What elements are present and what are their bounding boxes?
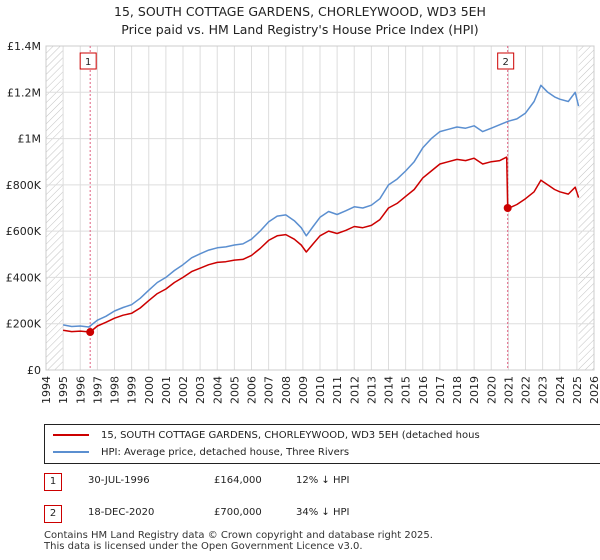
legend-hpi-label: HPI: Average price, detached house, Thre… — [101, 446, 350, 458]
transaction-number-badge: 1 — [44, 473, 62, 491]
x-tick-label: 2012 — [348, 376, 361, 404]
footer-licence: This data is licensed under the Open Gov… — [44, 541, 363, 552]
y-tick-label: £1.4M — [7, 40, 41, 53]
transaction-price: £164,000 — [214, 475, 262, 486]
x-tick-label: 2013 — [365, 376, 378, 404]
x-tick-label: 1999 — [126, 376, 139, 404]
legend-item-property: 15, SOUTH COTTAGE GARDENS, CHORLEYWOOD, … — [53, 427, 480, 443]
footer: Contains HM Land Registry data © Crown c… — [44, 530, 433, 552]
legend-item-hpi: HPI: Average price, detached house, Thre… — [53, 444, 349, 460]
x-tick-label: 2005 — [228, 376, 241, 404]
x-tick-label: 2002 — [177, 376, 190, 404]
x-tick-label: 2020 — [485, 376, 498, 404]
chart-subtitle: Price paid vs. HM Land Registry's House … — [121, 22, 479, 37]
y-tick-label: £200K — [6, 318, 42, 331]
x-tick-label: 2014 — [383, 376, 396, 404]
transaction-hpi-diff: 12% ↓ HPI — [296, 475, 350, 486]
x-tick-label: 2025 — [571, 376, 584, 404]
y-tick-label: £600K — [6, 225, 42, 238]
hatched-region — [46, 46, 64, 370]
x-tick-label: 2008 — [280, 376, 293, 404]
y-tick-label: £1.2M — [7, 86, 41, 99]
x-tick-label: 1997 — [91, 376, 104, 404]
x-tick-label: 2009 — [297, 376, 310, 404]
price-chart: £0 £200K £400K £600K £800K £1M £1.2M £1.4M 1994 1… — [6, 40, 600, 404]
footer-copyright: Contains HM Land Registry data © Crown c… — [44, 530, 433, 541]
x-tick-label: 2003 — [194, 376, 207, 404]
x-tick-label: 2018 — [451, 376, 464, 404]
property-line-swatch — [53, 434, 89, 436]
y-tick-label: £0 — [27, 364, 41, 377]
transaction-date: 30-JUL-1996 — [88, 475, 150, 486]
y-tick-label: £800K — [6, 179, 42, 192]
x-tick-label: 2000 — [143, 376, 156, 404]
sale-label: 2 — [503, 57, 509, 68]
x-tick-label: 2023 — [537, 376, 550, 404]
x-tick-label: 2011 — [331, 376, 344, 404]
hatched-region — [578, 46, 594, 370]
x-tick-label: 1994 — [40, 376, 53, 404]
sale-label-box — [497, 52, 515, 70]
x-tick-label: 2016 — [417, 376, 430, 404]
x-tick-label: 2019 — [468, 376, 481, 404]
transaction-number-badge: 2 — [44, 505, 62, 523]
hpi-line — [62, 84, 580, 328]
x-tick-label: 2007 — [263, 376, 276, 404]
plot-border — [45, 45, 595, 371]
transaction-hpi-diff: 34% ↓ HPI — [296, 507, 350, 518]
sale-label: 1 — [85, 57, 91, 68]
x-tick-label: 1998 — [109, 376, 122, 404]
y-tick-label: £400K — [6, 271, 42, 284]
x-tick-label: 2022 — [520, 376, 533, 404]
y-tick-label: £1M — [18, 133, 42, 146]
x-tick-label: 2001 — [160, 376, 173, 404]
x-tick-label: 2021 — [502, 376, 515, 404]
sale-label-box — [79, 52, 97, 70]
sale-point — [86, 328, 95, 337]
legend-property-label: 15, SOUTH COTTAGE GARDENS, CHORLEYWOOD, … — [101, 429, 480, 441]
hpi-line-swatch — [53, 451, 89, 453]
transaction-price: £700,000 — [214, 507, 262, 518]
x-tick-label: 2024 — [554, 376, 567, 404]
x-tick-label: 2010 — [314, 376, 327, 404]
x-tick-label: 2017 — [434, 376, 447, 404]
x-tick-label: 2006 — [246, 376, 259, 404]
sale-point — [503, 204, 512, 212]
legend: 15, SOUTH COTTAGE GARDENS, CHORLEYWOOD, … — [44, 424, 600, 464]
x-tick-label: 1995 — [57, 376, 70, 404]
chart-title: 15, SOUTH COTTAGE GARDENS, CHORLEYWOOD, … — [114, 4, 486, 19]
x-tick-label: 2004 — [211, 376, 224, 404]
x-tick-label: 2026 — [588, 376, 600, 404]
x-tick-label: 1996 — [74, 376, 87, 404]
x-tick-label: 2015 — [400, 376, 413, 404]
transaction-date: 18-DEC-2020 — [88, 507, 155, 518]
